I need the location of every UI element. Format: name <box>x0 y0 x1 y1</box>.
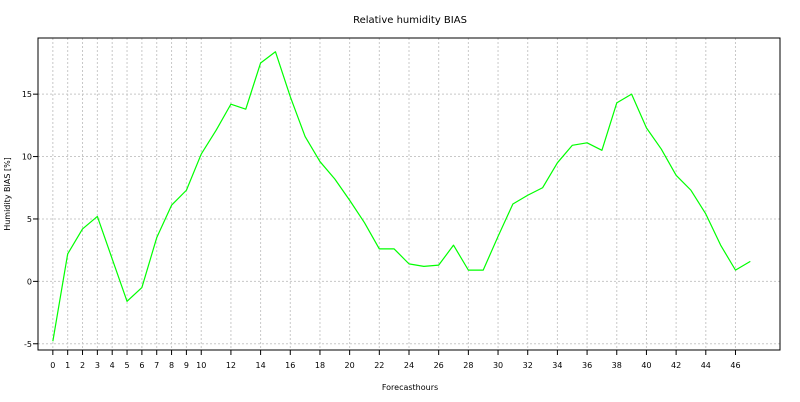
x-tick-label: 38 <box>612 361 622 370</box>
x-tick-label: 3 <box>95 361 100 370</box>
x-tick-label: 2 <box>80 361 85 370</box>
x-tick-label: 24 <box>404 361 414 370</box>
x-axis-label: Forecasthours <box>382 383 438 392</box>
x-tick-label: 4 <box>110 361 115 370</box>
x-tick-label: 26 <box>434 361 444 370</box>
x-tick-label: 8 <box>169 361 174 370</box>
x-tick-label: 18 <box>315 361 325 370</box>
y-tick-label: 0 <box>27 277 32 286</box>
x-tick-label: 7 <box>154 361 159 370</box>
x-tick-label: 30 <box>493 361 503 370</box>
x-tick-label: 40 <box>641 361 651 370</box>
x-tick-label: 10 <box>196 361 206 370</box>
x-tick-label: 42 <box>671 361 681 370</box>
y-axis-label: Humidity BIAS [%] <box>3 157 12 231</box>
x-tick-label: 5 <box>124 361 129 370</box>
y-tick-label: 15 <box>22 90 32 99</box>
x-tick-label: 14 <box>256 361 266 370</box>
chart-title: Relative humidity BIAS <box>353 15 467 26</box>
x-tick-label: 22 <box>374 361 384 370</box>
y-tick-label: -5 <box>24 340 32 349</box>
x-tick-label: 0 <box>50 361 55 370</box>
series-layer <box>52 51 751 342</box>
x-tick-label: 6 <box>139 361 144 370</box>
x-tick-label: 16 <box>285 361 295 370</box>
x-tick-label: 28 <box>463 361 473 370</box>
grid <box>38 38 780 350</box>
x-tick-label: 9 <box>184 361 189 370</box>
x-tick-label: 34 <box>552 361 562 370</box>
x-tick-label: 1 <box>65 361 70 370</box>
axis-ticks: 0 1 2 3 4 5 6 7 8 9 10 12 14 16 18 20 22 24 26 28 30 32 34 36 38… <box>22 90 741 370</box>
series-line <box>52 51 751 342</box>
x-tick-label: 46 <box>730 361 740 370</box>
y-tick-label: 5 <box>27 215 32 224</box>
x-tick-label: 20 <box>345 361 355 370</box>
y-tick-label: 10 <box>22 153 32 162</box>
x-tick-label: 36 <box>582 361 592 370</box>
x-tick-label: 12 <box>226 361 236 370</box>
x-tick-label: 44 <box>701 361 711 370</box>
x-tick-label: 32 <box>523 361 533 370</box>
